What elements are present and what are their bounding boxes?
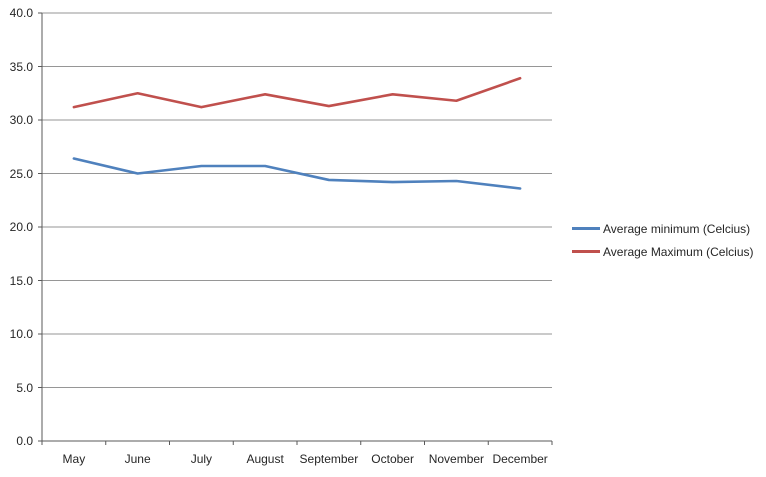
y-tick-label-5.0: 5.0 (16, 380, 33, 395)
x-tick-label-november: November (428, 452, 485, 466)
series-line-maximum[interactable] (72, 76, 522, 109)
y-tick-label-25.0: 25.0 (9, 166, 33, 181)
legend-label-maximum: Average Maximum (Celcius) (603, 244, 754, 259)
y-tick-label-20.0: 20.0 (9, 220, 33, 234)
x-tick-label-september: September (299, 452, 359, 466)
x-tick-label-august: August (246, 452, 284, 466)
y-tick-label-40.0: 40.0 (9, 6, 33, 20)
legend-line-swatch-minimum (572, 227, 600, 230)
y-tick-label-0.0: 0.0 (16, 434, 33, 448)
x-tick-label-june: June (124, 452, 151, 466)
legend-item-average-minimum[interactable]: Average minimum (Celcius) (572, 217, 754, 240)
y-tick-label-10.0: 10.0 (9, 327, 33, 341)
x-tick-label-october: October (371, 452, 414, 466)
legend-line-swatch-maximum (572, 250, 600, 253)
legend: Average minimum (Celcius) Average Maximu… (572, 217, 754, 263)
x-tick-label-december: December (492, 452, 548, 466)
y-tick-label-15.0: 15.0 (9, 273, 33, 288)
series-line-minimum[interactable] (72, 157, 522, 190)
x-tick-label-july: July (190, 452, 213, 466)
legend-label-minimum: Average minimum (Celcius) (603, 221, 751, 236)
y-tick-label-35.0: 35.0 (9, 59, 33, 74)
legend-item-average-maximum[interactable]: Average Maximum (Celcius) (572, 240, 754, 263)
x-tick-label-may: May (62, 452, 86, 466)
y-tick-label-30.0: 30.0 (9, 113, 33, 127)
